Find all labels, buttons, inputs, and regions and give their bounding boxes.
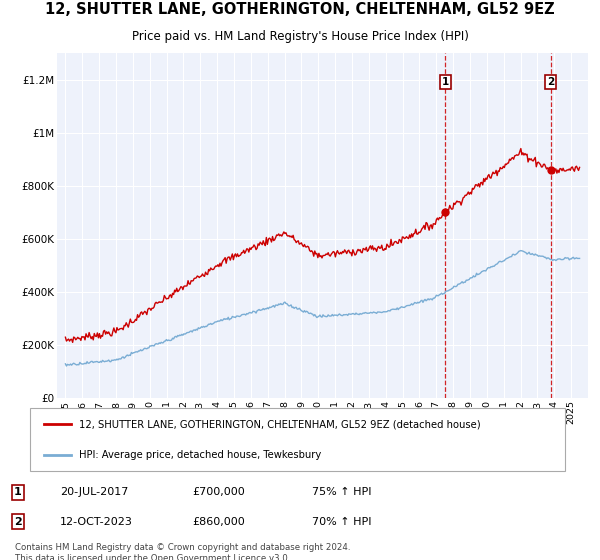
FancyBboxPatch shape <box>30 408 565 471</box>
Text: This data is licensed under the Open Government Licence v3.0.: This data is licensed under the Open Gov… <box>15 554 290 560</box>
Text: 2: 2 <box>547 77 554 87</box>
Text: Contains HM Land Registry data © Crown copyright and database right 2024.: Contains HM Land Registry data © Crown c… <box>15 543 350 552</box>
Text: 75% ↑ HPI: 75% ↑ HPI <box>312 487 371 497</box>
Text: 20-JUL-2017: 20-JUL-2017 <box>60 487 128 497</box>
Text: 12, SHUTTER LANE, GOTHERINGTON, CHELTENHAM, GL52 9EZ: 12, SHUTTER LANE, GOTHERINGTON, CHELTENH… <box>45 2 555 17</box>
Text: 1: 1 <box>14 487 22 497</box>
Text: 70% ↑ HPI: 70% ↑ HPI <box>312 517 371 527</box>
Text: 12-OCT-2023: 12-OCT-2023 <box>60 517 133 527</box>
Text: £700,000: £700,000 <box>192 487 245 497</box>
Text: 1: 1 <box>442 77 449 87</box>
Text: HPI: Average price, detached house, Tewkesbury: HPI: Average price, detached house, Tewk… <box>79 450 321 460</box>
Text: Price paid vs. HM Land Registry's House Price Index (HPI): Price paid vs. HM Land Registry's House … <box>131 30 469 43</box>
Text: 12, SHUTTER LANE, GOTHERINGTON, CHELTENHAM, GL52 9EZ (detached house): 12, SHUTTER LANE, GOTHERINGTON, CHELTENH… <box>79 419 480 429</box>
Text: £860,000: £860,000 <box>192 517 245 527</box>
Text: 2: 2 <box>14 517 22 527</box>
